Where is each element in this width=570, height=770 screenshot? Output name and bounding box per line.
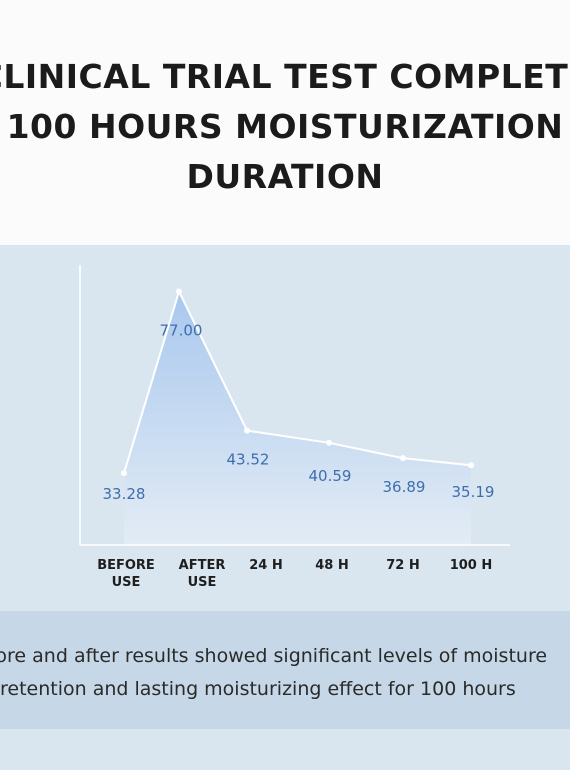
data-point: [244, 427, 250, 434]
caption-line-2: retention and lasting moisturizing effec…: [0, 678, 516, 700]
data-label: 36.89: [383, 478, 426, 496]
data-point: [326, 439, 332, 446]
x-tick-label: 24 H: [249, 558, 283, 573]
caption-line-1: Before and after results showed signific…: [0, 645, 548, 667]
caption-band: Before and after results showed signific…: [0, 611, 570, 729]
title-block: CLINICAL TRIAL TEST COMPLETE 100 HOURS M…: [0, 0, 570, 245]
title-line-3: DURATION: [186, 157, 384, 196]
moisturization-chart: 33.28 77.00 43.52 40.59 36.89 35.19 BEFORE USE A…: [79, 265, 510, 590]
data-label: 35.19: [452, 483, 495, 501]
data-label: 40.59: [309, 467, 352, 485]
data-point: [400, 455, 406, 462]
x-tick-label: AFTER USE: [179, 558, 226, 590]
data-label: 33.28: [103, 485, 146, 503]
x-tick-label: 72 H: [386, 558, 420, 573]
data-point: [468, 462, 474, 469]
x-tick-label: 48 H: [315, 558, 349, 573]
title-line-2: 100 HOURS MOISTURIZATION: [6, 107, 564, 146]
x-tick-label: BEFORE USE: [97, 558, 155, 590]
series-line: [123, 288, 472, 474]
title-line-1: CLINICAL TRIAL TEST COMPLETE: [0, 57, 570, 96]
data-point: [176, 288, 182, 295]
data-label: 77.00: [160, 321, 203, 339]
data-label: 43.52: [227, 451, 270, 469]
area-fill: [124, 291, 471, 545]
data-point: [121, 470, 127, 477]
x-tick-label: 100 H: [450, 558, 493, 573]
